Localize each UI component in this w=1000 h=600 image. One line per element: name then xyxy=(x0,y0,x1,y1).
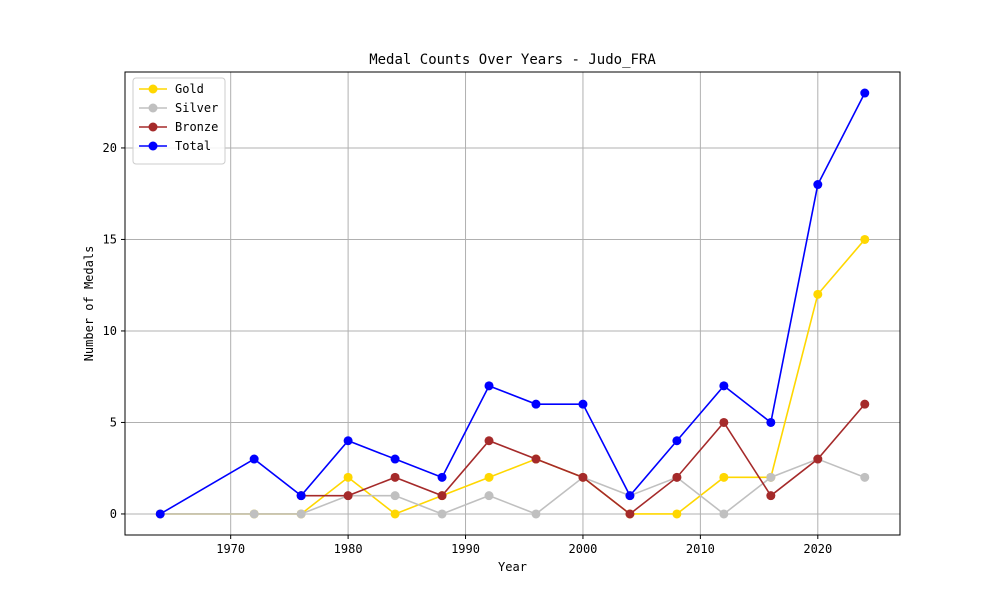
data-point-total xyxy=(296,491,306,501)
legend-label: Silver xyxy=(175,101,218,115)
x-tick-label: 1990 xyxy=(451,542,480,556)
legend-swatch-marker xyxy=(148,122,158,132)
data-point-gold xyxy=(390,509,400,519)
data-point-silver xyxy=(296,509,306,519)
legend-item-bronze: Bronze xyxy=(139,120,218,134)
legend-label: Bronze xyxy=(175,120,218,134)
data-point-total xyxy=(343,436,353,446)
data-point-total xyxy=(719,381,729,391)
data-point-silver xyxy=(249,509,259,519)
data-point-total xyxy=(437,472,447,482)
data-point-total xyxy=(578,399,588,409)
series-bronze xyxy=(296,399,870,519)
data-point-bronze xyxy=(531,454,541,464)
data-point-gold xyxy=(343,472,353,482)
data-point-total xyxy=(813,180,823,190)
legend-swatch-marker xyxy=(148,103,158,113)
data-point-gold xyxy=(672,509,682,519)
x-tick-label: 2000 xyxy=(569,542,598,556)
data-point-silver xyxy=(437,509,447,519)
series-total xyxy=(155,88,870,519)
y-tick-label: 20 xyxy=(103,141,117,155)
data-point-total xyxy=(484,381,494,391)
x-tick-label: 2020 xyxy=(803,542,832,556)
y-tick-label: 15 xyxy=(103,232,117,246)
data-point-total xyxy=(531,399,541,409)
data-point-bronze xyxy=(484,436,494,446)
chart-title: Medal Counts Over Years - Judo_FRA xyxy=(369,52,656,68)
y-axis-label: Number of Medals xyxy=(82,246,96,362)
legend-box xyxy=(132,77,226,165)
data-point-bronze xyxy=(343,491,353,501)
data-point-bronze xyxy=(672,472,682,482)
legend: Gold Silver Bronze Total xyxy=(132,77,226,165)
data-point-gold xyxy=(860,234,870,244)
data-point-total xyxy=(672,436,682,446)
data-point-bronze xyxy=(578,472,588,482)
legend-label: Gold xyxy=(175,82,204,96)
data-point-silver xyxy=(390,491,400,501)
legend-swatch-marker xyxy=(148,141,158,151)
data-point-bronze xyxy=(766,491,776,501)
grid-lines xyxy=(125,72,900,535)
data-point-total xyxy=(155,509,165,519)
data-point-silver xyxy=(531,509,541,519)
data-point-bronze xyxy=(719,417,729,427)
data-point-gold xyxy=(484,472,494,482)
data-point-bronze xyxy=(390,472,400,482)
legend-item-silver: Silver xyxy=(139,101,218,115)
x-tick-label: 1970 xyxy=(216,542,245,556)
data-point-total xyxy=(766,417,776,427)
y-tick-label: 5 xyxy=(110,415,117,429)
y-tick-label: 0 xyxy=(110,507,117,521)
x-axis-label: Year xyxy=(498,560,527,574)
data-point-silver xyxy=(766,472,776,482)
legend-item-total: Total xyxy=(139,139,211,153)
data-point-silver xyxy=(860,472,870,482)
data-point-total xyxy=(625,491,635,501)
data-point-total xyxy=(390,454,400,464)
data-point-total xyxy=(860,88,870,98)
legend-label: Total xyxy=(175,139,211,153)
data-point-gold xyxy=(813,289,823,299)
legend-swatch-marker xyxy=(148,84,158,94)
x-axis-ticks: 1970 1980 1990 2000 2010 2020 xyxy=(216,535,832,556)
data-point-bronze xyxy=(437,491,447,501)
x-tick-label: 1980 xyxy=(334,542,363,556)
data-point-bronze xyxy=(813,454,823,464)
series-layer xyxy=(155,88,870,519)
data-point-total xyxy=(249,454,259,464)
data-point-bronze xyxy=(860,399,870,409)
axes-frame xyxy=(124,71,901,536)
x-tick-label: 2010 xyxy=(686,542,715,556)
y-tick-label: 10 xyxy=(103,324,117,338)
y-axis-ticks: 0 5 10 15 20 xyxy=(103,141,125,521)
legend-item-gold: Gold xyxy=(139,82,204,96)
data-point-gold xyxy=(719,472,729,482)
data-point-bronze xyxy=(625,509,635,519)
data-point-silver xyxy=(719,509,729,519)
data-point-silver xyxy=(484,491,494,501)
